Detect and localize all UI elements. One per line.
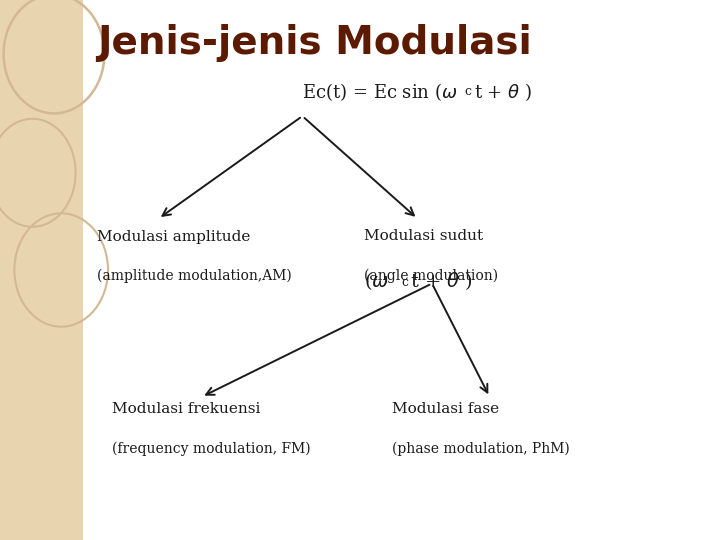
Text: (amplitude modulation,AM): (amplitude modulation,AM) xyxy=(97,268,292,283)
Text: ($\omega$: ($\omega$ xyxy=(364,270,389,292)
Text: Modulasi fase: Modulasi fase xyxy=(392,402,500,416)
Text: Modulasi frekuensi: Modulasi frekuensi xyxy=(112,402,260,416)
Text: (frequency modulation, FM): (frequency modulation, FM) xyxy=(112,441,310,456)
Text: Modulasi sudut: Modulasi sudut xyxy=(364,230,482,244)
Text: Ec(t) = Ec sin ($\omega$: Ec(t) = Ec sin ($\omega$ xyxy=(302,81,458,103)
Bar xyxy=(0,0,83,540)
Text: t + $\theta$ ): t + $\theta$ ) xyxy=(410,270,473,292)
Text: Modulasi amplitude: Modulasi amplitude xyxy=(97,230,251,244)
Text: (angle modulation): (angle modulation) xyxy=(364,268,498,283)
Text: c: c xyxy=(464,85,472,98)
Text: c: c xyxy=(401,276,408,289)
Text: t + $\theta$ ): t + $\theta$ ) xyxy=(474,81,532,103)
Text: Jenis-jenis Modulasi: Jenis-jenis Modulasi xyxy=(97,24,532,62)
Text: (phase modulation, PhM): (phase modulation, PhM) xyxy=(392,441,570,456)
